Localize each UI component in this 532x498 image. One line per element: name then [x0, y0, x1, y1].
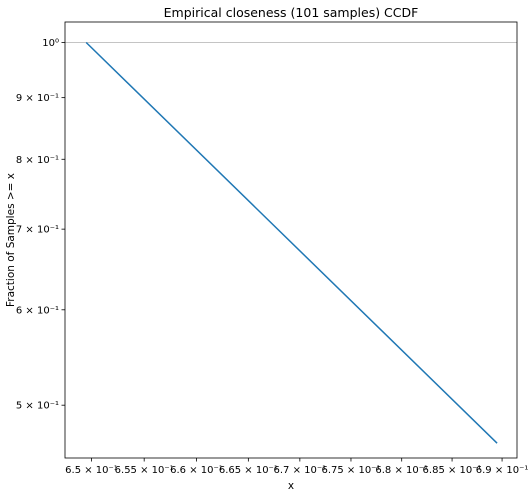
plot-frame — [64, 21, 518, 459]
y-tick-label-1: 9 × 10⁻¹ — [16, 93, 59, 104]
x-tick-label-8: 6.9 × 10⁻¹ — [476, 465, 529, 476]
x-tick-label-4: 6.7 × 10⁻¹ — [274, 465, 327, 476]
series-layer — [85, 41, 498, 444]
x-tick-label-3: 6.65 × 10⁻¹ — [219, 465, 278, 476]
y-tick-label-2: 8 × 10⁻¹ — [16, 155, 59, 166]
chart-title: Empirical closeness (101 samples) CCDF — [164, 5, 419, 20]
x-tick-label-6: 6.8 × 10⁻¹ — [375, 465, 428, 476]
x-tick-label-2: 6.6 × 10⁻¹ — [170, 465, 223, 476]
y-tick-label-0: 10⁰ — [42, 38, 59, 49]
y-ticks-layer: 10⁰ 9 × 10⁻¹ 8 × 10⁻¹ 7 × 10⁻¹ 6 × 10⁻¹ 5 × 1… — [16, 38, 65, 412]
y-axis-label: Fraction of Samples >= x — [5, 173, 17, 307]
x-tick-label-5: 6.75 × 10⁻¹ — [321, 465, 380, 476]
y-tick-label-4: 6 × 10⁻¹ — [16, 305, 59, 316]
x-tick-label-7: 6.85 × 10⁻¹ — [423, 465, 482, 476]
y-tick-label-3: 7 × 10⁻¹ — [16, 225, 59, 236]
y-tick-label-5: 5 × 10⁻¹ — [16, 401, 59, 412]
series-line-0 — [85, 41, 498, 444]
x-tick-label-1: 6.55 × 10⁻¹ — [115, 465, 174, 476]
x-tick-label-0: 6.5 × 10⁻¹ — [65, 465, 118, 476]
x-ticks-layer: 6.5 × 10⁻¹6.55 × 10⁻¹6.6 × 10⁻¹6.65 × 10… — [65, 458, 528, 476]
x-axis-label: x — [288, 480, 294, 492]
